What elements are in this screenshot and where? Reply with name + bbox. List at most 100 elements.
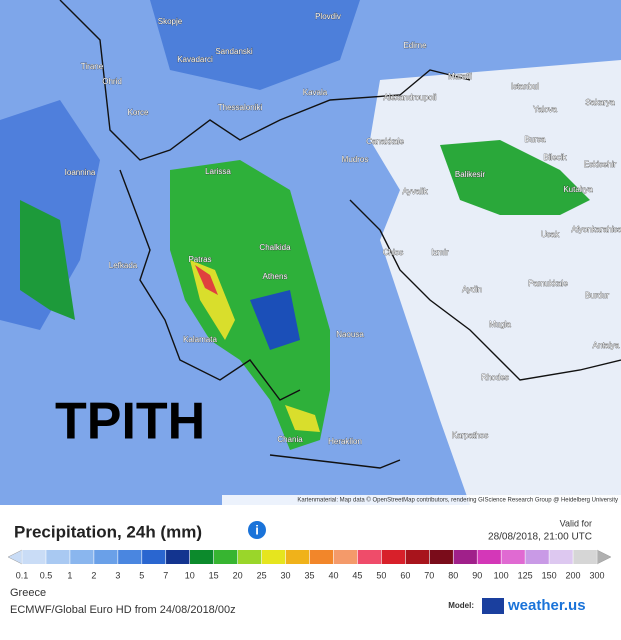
scale-swatch — [333, 550, 358, 564]
scale-label: 7 — [163, 570, 168, 580]
valid-time: 28/08/2018, 21:00 UTC — [488, 532, 592, 543]
scale-swatch — [45, 550, 71, 564]
place-label: Istanbul — [511, 82, 539, 91]
scale-swatch — [381, 550, 406, 564]
place-label: Naousa — [336, 330, 364, 339]
model-run: ECMWF/Global Euro HD from 24/08/2018/00z — [10, 604, 236, 616]
scale-swatch — [261, 550, 287, 564]
place-label: Muratli — [448, 72, 472, 81]
scale-label: 70 — [424, 570, 434, 580]
attribution-bg — [222, 495, 621, 505]
place-label: Burdur — [585, 291, 609, 300]
brand[interactable]: weather.us — [507, 597, 586, 614]
rain-area — [440, 140, 590, 215]
place-label: Patras — [188, 255, 211, 264]
scale-swatch — [237, 550, 263, 564]
place-label: Edirne — [403, 41, 427, 50]
rain-area — [250, 290, 300, 350]
info-glyph: i — [255, 522, 259, 537]
scale-label: 30 — [281, 570, 291, 580]
scale-label: 3 — [115, 570, 120, 580]
place-label: Usak — [541, 230, 560, 239]
scale-label: 45 — [352, 570, 362, 580]
scale-label: 0.5 — [40, 570, 53, 580]
scale-label: 25 — [257, 570, 267, 580]
scale-swatch — [429, 550, 454, 564]
color-scale: 0.1 0.5 1 2 3 5 7 10 15 20 25 30 35 40 45 50 60 70 80 90 100… — [7, 549, 612, 580]
place-label: Karpathos — [452, 431, 488, 440]
place-label: Ayvalik — [402, 187, 428, 196]
rain-area — [170, 160, 330, 450]
scale-swatch — [285, 550, 310, 564]
scale-swatch — [22, 550, 47, 564]
place-label: Sandanski — [215, 47, 253, 56]
place-label: Canakkale — [366, 137, 404, 146]
model-label: Model: — [448, 601, 474, 610]
place-label: Kavadarci — [177, 55, 213, 64]
place-label: Ioannina — [65, 168, 96, 177]
region: Greece — [10, 587, 46, 599]
place-label: Pamukkale — [528, 279, 568, 288]
valid-label: Valid for — [560, 518, 592, 528]
legend-title: Precipitation, 24h (mm) — [14, 522, 202, 541]
scale-label: 300 — [589, 570, 604, 580]
scale-swatch — [405, 550, 430, 564]
scale-label: 150 — [542, 570, 557, 580]
overlay-text: TPITH — [55, 393, 205, 451]
scale-label: 100 — [494, 570, 509, 580]
scale-swatch — [141, 550, 167, 564]
rain-area — [285, 405, 320, 432]
scale-swatch — [501, 550, 526, 564]
rain-area — [150, 0, 360, 90]
scale-label: 40 — [328, 570, 338, 580]
scale-arrow — [7, 549, 23, 565]
scale-swatch — [117, 550, 143, 564]
rain-area — [195, 265, 218, 295]
place-label: Mugla — [489, 320, 511, 329]
place-label: Skopje — [158, 17, 183, 26]
place-label: Sakarya — [585, 98, 615, 107]
place-label: Aydin — [462, 285, 482, 294]
scale-swatch — [525, 550, 550, 564]
scale-label: 35 — [304, 570, 314, 580]
scale-label: 90 — [472, 570, 482, 580]
place-label: Chios — [383, 248, 403, 257]
place-label: Izmir — [431, 248, 449, 257]
place-label: Tirane — [81, 62, 104, 71]
info-circle[interactable] — [248, 521, 266, 539]
place-label: Antalya — [593, 341, 620, 350]
place-label: Plovdiv — [315, 12, 341, 21]
place-label: Kutahya — [563, 185, 593, 194]
scale-label: 1 — [67, 570, 72, 580]
scale-label: 80 — [448, 570, 458, 580]
scale-label: 20 — [233, 570, 243, 580]
info-icon[interactable]: i — [248, 521, 266, 539]
scale-label: 5 — [139, 570, 144, 580]
place-label: Korce — [128, 108, 149, 117]
place-label: Larissa — [205, 167, 231, 176]
place-label: Afyonkarahisar — [571, 225, 621, 234]
scale-label: 0.1 — [16, 570, 29, 580]
scale-label: 10 — [185, 570, 195, 580]
place-label: Yalova — [533, 105, 557, 114]
scale-label: 125 — [518, 570, 533, 580]
scale-label: 60 — [400, 570, 410, 580]
place-label: Chania — [277, 435, 303, 444]
scale-swatch — [573, 550, 598, 564]
scale-arrow — [596, 549, 612, 565]
scale-label: 50 — [376, 570, 386, 580]
map: TPITH Kartenmaterial: Map data © OpenStr… — [0, 0, 621, 505]
attribution: Kartenmaterial: Map data © OpenStreetMap… — [297, 497, 618, 504]
place-label: Bilecik — [543, 153, 567, 162]
place-label: Alexandroupoli — [384, 93, 437, 102]
scale-label: 200 — [566, 570, 581, 580]
scale-swatch — [477, 550, 502, 564]
place-label: Balikesir — [455, 170, 486, 179]
scale-swatch — [189, 550, 215, 564]
rain-area — [190, 260, 235, 340]
rain-area — [20, 200, 75, 320]
eu-flag — [482, 598, 504, 614]
scale-swatch — [165, 550, 191, 564]
